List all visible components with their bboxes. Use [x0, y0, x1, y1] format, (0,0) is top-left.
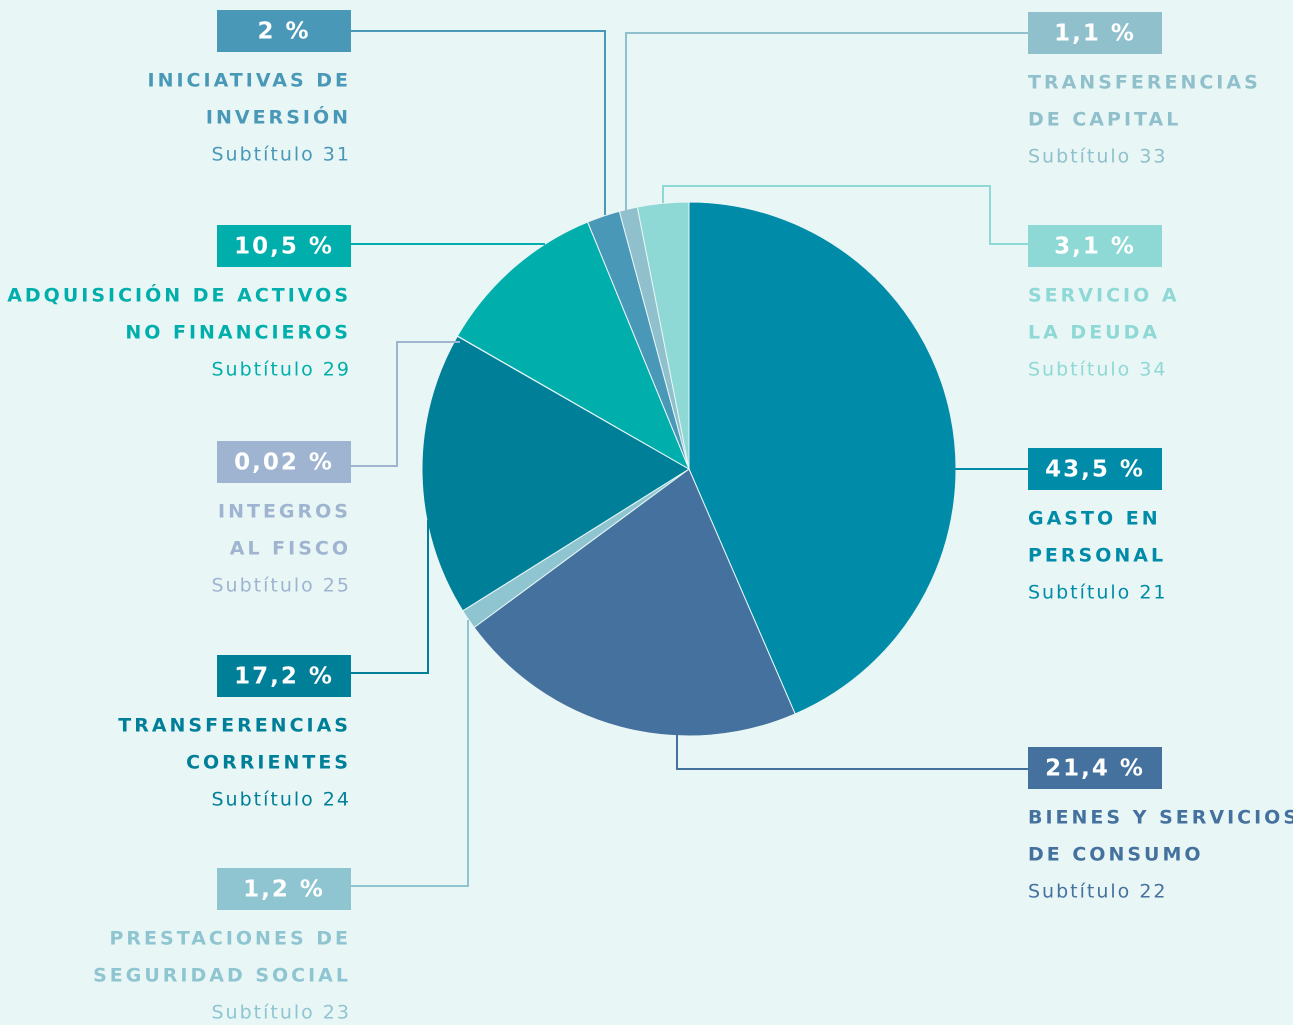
value-box — [1028, 12, 1162, 54]
category-label: CORRIENTES — [186, 752, 351, 774]
category-label: BIENES Y SERVICIOS — [1028, 807, 1293, 829]
value-box — [217, 655, 351, 697]
pie-slice — [421, 335, 690, 612]
leader-line — [351, 30, 606, 215]
pie-slice — [688, 201, 957, 715]
subtitle-label: Subtítulo 29 — [211, 359, 351, 381]
leader-line — [351, 520, 429, 674]
pie-slice — [456, 221, 691, 471]
value-box — [217, 10, 351, 52]
pie-slice — [473, 468, 796, 737]
value-label: 2 % — [257, 19, 310, 45]
leader-line — [351, 341, 460, 467]
value-box — [217, 441, 351, 483]
value-box — [1028, 448, 1162, 490]
category-label: LA DEUDA — [1028, 322, 1160, 344]
leader-line — [351, 620, 469, 887]
category-label: AL FISCO — [230, 538, 351, 560]
subtitle-label: Subtítulo 22 — [1028, 881, 1168, 903]
category-label: NO FINANCIEROS — [125, 322, 351, 344]
value-label: 21,4 % — [1045, 756, 1145, 782]
category-label: SEGURIDAD SOCIAL — [93, 965, 351, 987]
value-label: 10,5 % — [234, 234, 334, 260]
category-label: DE CAPITAL — [1028, 109, 1181, 131]
category-label: TRANSFERENCIAS — [118, 715, 351, 737]
subtitle-label: Subtítulo 24 — [211, 789, 351, 811]
value-label: 3,1 % — [1054, 234, 1136, 260]
leader-line — [662, 185, 1028, 245]
subtitle-label: Subtítulo 33 — [1028, 146, 1168, 168]
value-box — [1028, 225, 1162, 267]
subtitle-label: Subtítulo 31 — [211, 144, 351, 166]
pie-slice — [636, 201, 690, 470]
category-label: INICIATIVAS DE — [148, 70, 351, 92]
value-label: 0,02 % — [234, 450, 334, 476]
category-label: INVERSIÓN — [206, 105, 351, 129]
subtitle-label: Subtítulo 25 — [211, 575, 351, 597]
subtitle-label: Subtítulo 34 — [1028, 359, 1168, 381]
subtitle-label: Subtítulo 23 — [211, 1002, 351, 1024]
value-label: 17,2 % — [234, 664, 334, 690]
category-label: PRESTACIONES DE — [109, 928, 351, 950]
value-label: 1,1 % — [1054, 21, 1136, 47]
category-label: DE CONSUMO — [1028, 844, 1204, 866]
value-box — [217, 868, 351, 910]
category-label: TRANSFERENCIAS — [1028, 72, 1261, 94]
category-label: SERVICIO A — [1028, 285, 1180, 307]
value-box — [1028, 747, 1162, 789]
leader-line — [625, 32, 1028, 212]
value-label: 1,2 % — [243, 877, 325, 903]
category-label: ADQUISICIÓN DE ACTIVOS — [7, 283, 351, 307]
subtitle-label: Subtítulo 21 — [1028, 582, 1168, 604]
category-label: GASTO EN — [1028, 508, 1161, 530]
category-label: PERSONAL — [1028, 545, 1166, 567]
value-box — [217, 225, 351, 267]
leader-line — [676, 735, 1028, 770]
category-label: INTEGROS — [218, 501, 351, 523]
value-label: 43,5 % — [1045, 457, 1145, 483]
